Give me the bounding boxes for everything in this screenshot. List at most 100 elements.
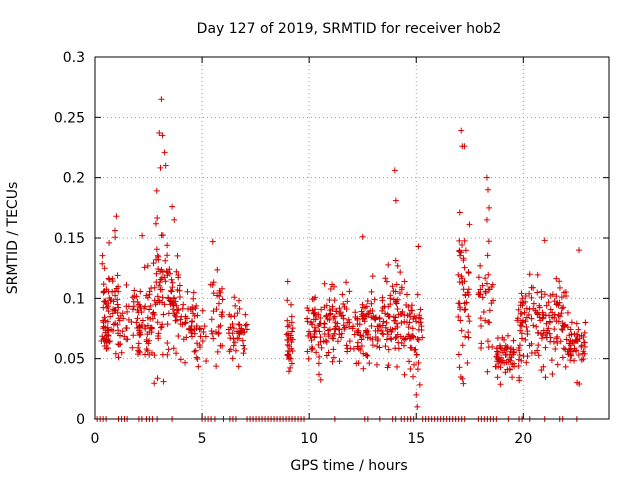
data-point	[217, 289, 224, 296]
data-point	[175, 333, 182, 340]
grid-lines	[95, 57, 609, 419]
data-point	[355, 345, 362, 352]
data-point	[566, 340, 573, 347]
data-point	[310, 310, 317, 317]
data-point	[169, 203, 176, 210]
data-point	[162, 257, 169, 264]
data-point	[363, 310, 370, 317]
data-point	[478, 340, 485, 347]
data-point	[338, 330, 345, 337]
data-point	[456, 209, 463, 216]
data-point	[368, 300, 375, 307]
data-point	[147, 325, 154, 332]
data-point	[466, 318, 473, 325]
data-point	[490, 297, 497, 304]
data-point	[318, 344, 325, 351]
data-point	[153, 270, 160, 277]
data-point	[486, 319, 493, 326]
data-point	[215, 300, 222, 307]
data-point	[128, 318, 135, 325]
data-point	[483, 216, 490, 223]
data-point	[153, 187, 160, 194]
data-point	[387, 292, 394, 299]
data-point	[560, 304, 567, 311]
data-point	[561, 322, 568, 329]
data-point	[317, 334, 324, 341]
data-point	[456, 364, 463, 371]
data-point	[569, 338, 576, 345]
data-point	[136, 303, 143, 310]
data-point	[459, 242, 466, 249]
data-point	[526, 271, 533, 278]
data-point	[518, 335, 525, 342]
data-point	[336, 331, 343, 338]
data-point	[315, 341, 322, 348]
data-point	[144, 331, 151, 338]
data-point	[288, 328, 295, 335]
data-point	[457, 317, 464, 324]
data-point	[168, 276, 175, 283]
data-point	[159, 132, 166, 139]
data-point	[499, 349, 506, 356]
data-point	[146, 291, 153, 298]
data-point	[176, 282, 183, 289]
x-tick-label: 20	[514, 431, 532, 447]
data-point	[406, 311, 413, 318]
data-point	[112, 227, 119, 234]
data-point	[408, 307, 415, 314]
data-point	[137, 331, 144, 338]
data-point	[418, 323, 425, 330]
data-point	[553, 301, 560, 308]
data-point	[515, 344, 522, 351]
data-point	[327, 286, 334, 293]
data-point	[394, 363, 401, 370]
x-tick-label: 0	[91, 431, 100, 447]
data-point	[315, 322, 322, 329]
data-point	[106, 239, 113, 246]
data-point	[175, 306, 182, 313]
x-axis-label: GPS time / hours	[290, 458, 407, 474]
data-point	[576, 247, 583, 254]
data-point	[478, 322, 485, 329]
data-point	[405, 303, 412, 310]
data-point	[567, 357, 574, 364]
data-point	[407, 313, 414, 320]
data-point	[517, 321, 524, 328]
data-point	[160, 311, 167, 318]
data-point	[382, 324, 389, 331]
data-point	[494, 374, 501, 381]
data-point	[336, 305, 343, 312]
data-point	[387, 326, 394, 333]
data-point	[553, 293, 560, 300]
data-point	[362, 314, 369, 321]
data-point	[241, 346, 248, 353]
data-point	[482, 275, 489, 282]
data-point	[186, 325, 193, 332]
data-point	[323, 312, 330, 319]
data-point	[485, 271, 492, 278]
data-point	[413, 391, 420, 398]
data-point	[100, 281, 107, 288]
data-point	[534, 271, 541, 278]
data-point	[329, 281, 336, 288]
data-point	[557, 338, 564, 345]
data-point	[134, 315, 141, 322]
data-point	[575, 351, 582, 358]
data-point	[541, 291, 548, 298]
data-point	[383, 278, 390, 285]
data-point	[158, 274, 165, 281]
data-point	[581, 329, 588, 336]
data-point	[364, 352, 371, 359]
data-point	[154, 319, 161, 326]
data-point	[203, 358, 210, 365]
data-point	[111, 306, 118, 313]
data-point	[123, 282, 130, 289]
data-point	[309, 345, 316, 352]
data-point	[194, 355, 201, 362]
data-point	[104, 326, 111, 333]
data-point	[383, 319, 390, 326]
data-point	[209, 330, 216, 337]
data-point	[358, 313, 365, 320]
data-point	[197, 333, 204, 340]
data-point	[341, 326, 348, 333]
